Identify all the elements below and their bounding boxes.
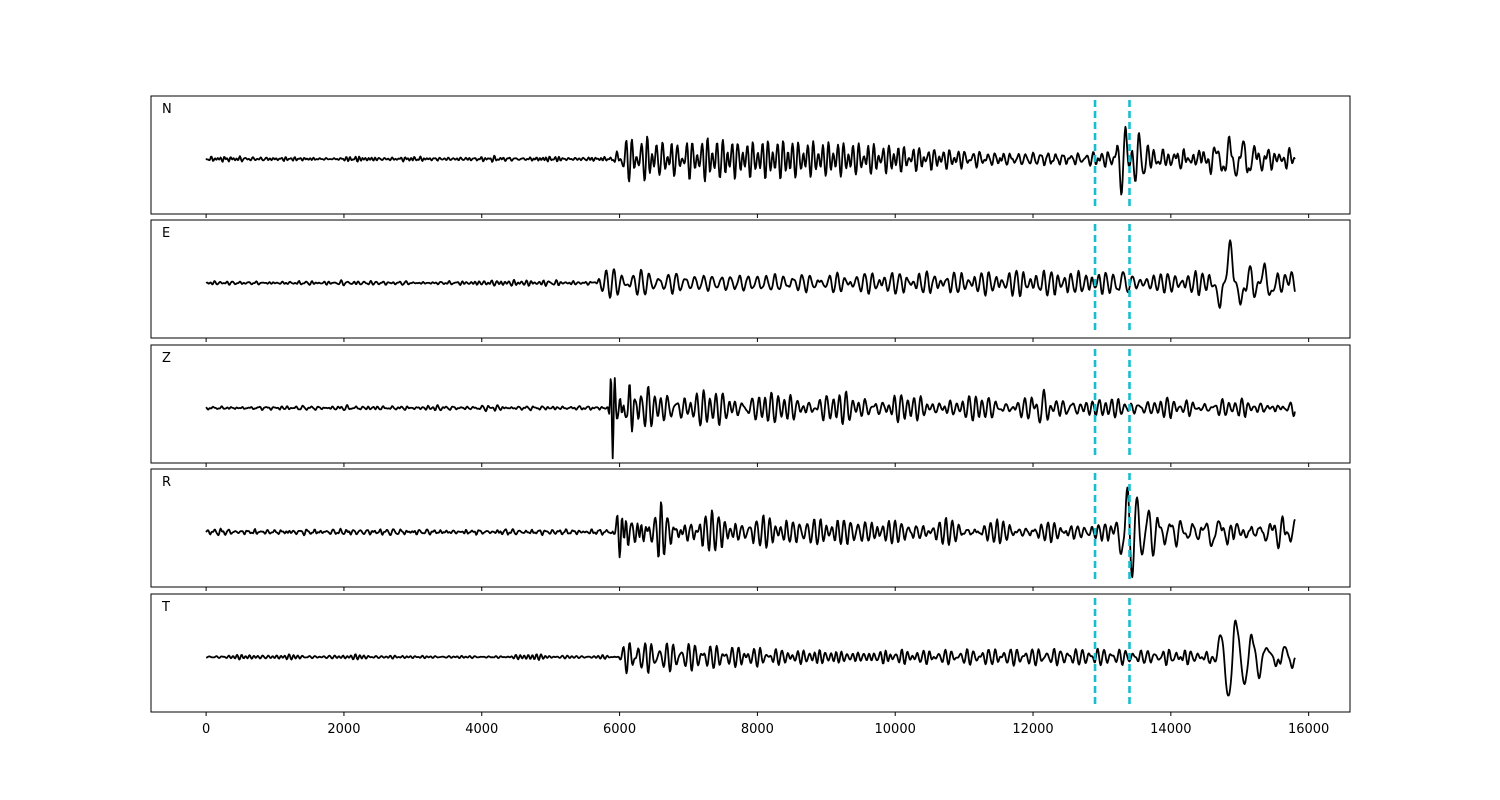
panel-frame — [150, 95, 1351, 215]
waveform-trace-r — [205, 486, 1296, 579]
panel-frame — [150, 219, 1351, 339]
x-tick-label: 10000 — [875, 722, 916, 737]
panel-e: E — [150, 219, 1351, 342]
panel-label: T — [161, 600, 170, 615]
panel-label: Z — [162, 351, 171, 366]
panel-frame — [150, 468, 1351, 588]
waveform-trace-n — [205, 125, 1296, 196]
waveform-trace-t — [205, 619, 1296, 697]
panel-label: R — [162, 475, 171, 490]
waveform-trace-z — [205, 377, 1296, 460]
x-tick-label: 14000 — [1150, 722, 1191, 737]
x-tick-label: 16000 — [1288, 722, 1329, 737]
panel-r: R — [150, 468, 1351, 591]
x-axis: 0 2000 4000 6000 8000 10000 12000 14000 16000 — [202, 722, 1329, 737]
x-tick-label: 12000 — [1012, 722, 1053, 737]
panel-frame — [150, 344, 1351, 464]
panels: N E Z R T — [150, 95, 1351, 716]
panel-z: Z — [150, 344, 1351, 467]
panel-label: E — [162, 226, 170, 241]
waveform-trace-e — [205, 239, 1296, 309]
x-tick-label: 4000 — [465, 722, 498, 737]
x-tick-label: 8000 — [741, 722, 774, 737]
panel-t: T — [150, 593, 1351, 716]
panel-frame — [150, 593, 1351, 713]
x-tick-label: 6000 — [603, 722, 636, 737]
panel-n: N — [150, 95, 1351, 218]
x-tick-label: 2000 — [327, 722, 360, 737]
x-tick-label: 0 — [202, 722, 210, 737]
panel-label: N — [162, 102, 172, 117]
